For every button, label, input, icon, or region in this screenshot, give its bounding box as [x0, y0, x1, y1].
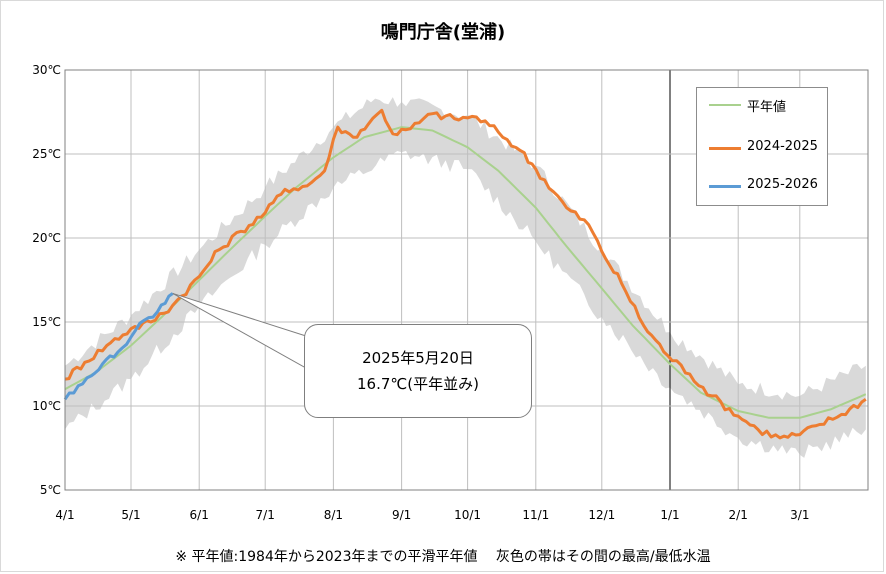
legend-label-2025-2026: 2025-2026 — [747, 177, 818, 192]
legend-swatch-normal — [709, 104, 741, 106]
y-tick-label: 10℃ — [32, 399, 61, 413]
min-max-band — [65, 97, 866, 458]
legend-label-normal: 平年値 — [747, 100, 787, 115]
annotation-pointer — [172, 292, 307, 369]
series-line-2025-2026 — [63, 292, 174, 401]
y-tick-label: 15℃ — [32, 315, 61, 329]
x-tick-label: 7/1 — [256, 508, 275, 522]
annotation-date: 2025年5月20日 — [362, 349, 474, 367]
plot-area-border — [64, 69, 869, 491]
chart-title: 鳴門庁舎(堂浦) — [380, 22, 506, 43]
chart-footnote: ※ 平年値:1984年から2023年までの平滑平年値 灰色の帯はその間の最高/最… — [175, 549, 711, 565]
y-tick-label: 5℃ — [40, 483, 61, 497]
annotation-callout: 2025年5月20日 16.7℃(平年並み) — [304, 324, 532, 418]
x-tick-label: 9/1 — [392, 508, 411, 522]
x-tick-label: 11/1 — [522, 508, 549, 522]
series-line-normal — [64, 126, 867, 419]
annotation-value: 16.7℃(平年並み) — [357, 375, 479, 393]
x-tick-label: 10/1 — [454, 508, 481, 522]
y-tick-label: 20℃ — [32, 231, 61, 245]
x-tick-label: 4/1 — [55, 508, 74, 522]
legend-label-2024-2025: 2024-2025 — [747, 139, 818, 154]
y-tick-label: 30℃ — [32, 63, 61, 77]
chart-legend: 平年値 2024-2025 2025-2026 — [696, 87, 828, 206]
legend-swatch-2024-2025 — [709, 147, 741, 150]
x-tick-label: 5/1 — [121, 508, 140, 522]
x-tick-label: 6/1 — [190, 508, 209, 522]
series-line-2024-2025 — [64, 108, 867, 440]
x-tick-label: 3/1 — [790, 508, 809, 522]
y-tick-label: 25℃ — [32, 147, 61, 161]
legend-swatch-2025-2026 — [709, 185, 741, 188]
x-tick-label: 2/1 — [729, 508, 748, 522]
x-tick-label: 1/1 — [660, 508, 679, 522]
x-tick-label: 8/1 — [324, 508, 343, 522]
x-tick-label: 12/1 — [588, 508, 615, 522]
